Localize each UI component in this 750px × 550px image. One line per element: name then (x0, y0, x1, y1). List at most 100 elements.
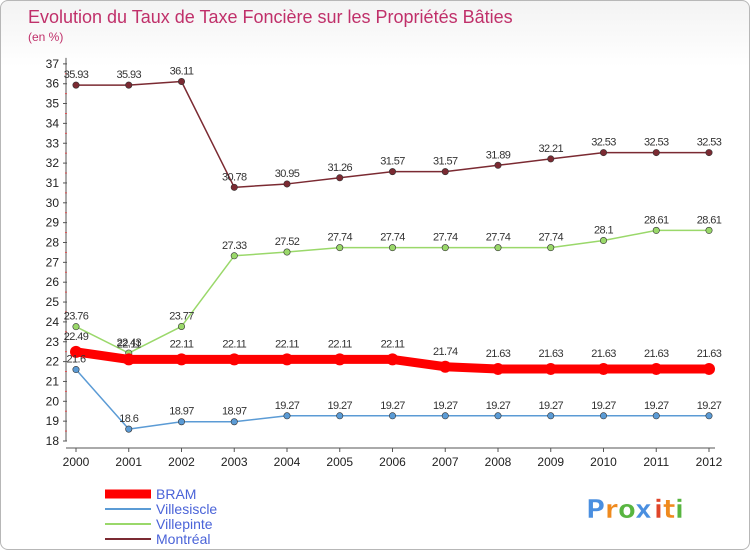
point-bram (281, 353, 293, 366)
point-bram (175, 353, 188, 366)
data-label-bram: 22.11 (222, 338, 246, 350)
y-tick-label: 19 (46, 414, 60, 428)
data-label-bram: 21.63 (591, 348, 616, 360)
point-montral (72, 81, 80, 89)
x-tick-label: 2011 (643, 455, 669, 469)
legend-label-montral: Montréal (156, 531, 210, 547)
data-label-villesiscle: 18.97 (169, 406, 194, 418)
point-villesiscle (705, 412, 713, 420)
point-bram (492, 362, 504, 375)
data-label-villesiscle: 19.27 (644, 400, 669, 412)
point-bram (70, 345, 82, 358)
point-bram (703, 362, 715, 375)
series-layer (70, 78, 715, 433)
point-villepinte (72, 323, 80, 331)
point-villesiscle (336, 412, 344, 420)
y-tick-label: 18 (46, 434, 60, 448)
y-tick-label: 33 (46, 136, 60, 150)
data-label-villepinte: 28.1 (594, 225, 613, 237)
data-label-villesiscle: 19.27 (486, 400, 511, 412)
x-tick-label: 2003 (221, 455, 248, 469)
data-label-villepinte: 27.74 (327, 232, 352, 244)
data-label-bram: 21.74 (433, 346, 458, 358)
legend-label-villesiscle: Villesiscle (156, 501, 217, 517)
data-label-montral: 35.93 (116, 69, 141, 81)
x-tick-label: 2002 (168, 455, 195, 469)
x-tick-label: 2010 (590, 455, 617, 469)
point-villepinte (178, 322, 186, 330)
point-villesiscle (599, 412, 607, 420)
data-label-montral: 31.57 (380, 156, 405, 168)
point-villesiscle (652, 412, 660, 420)
logo-letter: x (635, 495, 652, 525)
data-label-montral: 35.93 (64, 69, 89, 81)
point-montral (494, 161, 502, 169)
point-villepinte (494, 244, 502, 252)
point-villepinte (388, 244, 396, 252)
y-tick-label: 25 (46, 295, 60, 309)
logo-letter: r (605, 495, 618, 525)
legend-label-villepinte: Villepinte (156, 516, 213, 532)
logo-letter: i (654, 495, 663, 525)
point-villesiscle (388, 412, 396, 420)
data-label-bram: 22.11 (170, 338, 194, 350)
point-montral (547, 155, 555, 163)
data-label-bram: 22.11 (117, 338, 141, 350)
legend-label-bram: BRAM (156, 486, 196, 502)
point-bram (597, 362, 610, 375)
data-label-villesiscle: 19.27 (433, 400, 458, 412)
point-montral (336, 174, 344, 182)
data-label-bram: 22.11 (328, 338, 352, 350)
data-label-villepinte: 23.77 (169, 310, 194, 322)
data-label-montral: 32.21 (538, 143, 563, 155)
data-label-villepinte: 28.61 (697, 214, 722, 226)
data-label-bram: 21.63 (486, 348, 511, 360)
point-montral (652, 149, 660, 157)
data-label-montral: 31.57 (433, 156, 458, 168)
logo-letter: t (663, 495, 675, 525)
data-label-villesiscle: 21.6 (66, 354, 85, 366)
data-label-bram: 21.63 (538, 348, 563, 360)
data-label-montral: 32.53 (591, 137, 616, 149)
x-tick-label: 2004 (274, 455, 301, 469)
point-montral (230, 183, 238, 191)
point-bram (122, 353, 135, 366)
data-label-villepinte: 27.52 (275, 236, 300, 248)
data-label-bram: 22.11 (275, 338, 299, 350)
y-tick-label: 37 (46, 57, 60, 71)
y-tick-label: 29 (46, 216, 60, 230)
point-bram (439, 360, 452, 373)
data-label-villesiscle: 19.27 (697, 400, 722, 412)
x-tick-label: 2008 (485, 455, 512, 469)
data-label-villepinte: 27.33 (222, 240, 247, 252)
axes: 18 19 20 21 22 23 24 25 26 27 28 29 30 31 32 33 34 35 36 37… (46, 57, 723, 469)
data-label-villepinte: 27.74 (538, 232, 563, 244)
x-tick-label: 2006 (379, 455, 406, 469)
point-montral (125, 81, 133, 89)
logo-letter: o (618, 495, 636, 525)
point-villepinte (547, 244, 555, 252)
point-bram (544, 362, 557, 375)
data-label-villesiscle: 19.27 (591, 400, 616, 412)
logo-letter: P (586, 495, 605, 525)
x-tick-label: 2000 (63, 455, 90, 469)
y-tick-label: 36 (46, 77, 60, 91)
point-montral (388, 168, 396, 176)
data-label-montral: 31.89 (486, 149, 511, 161)
y-tick-label: 32 (46, 156, 60, 170)
data-label-villepinte: 27.74 (486, 232, 511, 244)
point-montral (705, 149, 713, 157)
x-tick-label: 2005 (326, 455, 353, 469)
data-label-villesiscle: 19.27 (538, 400, 563, 412)
data-label-montral: 31.26 (327, 162, 352, 174)
point-villesiscle (441, 412, 449, 420)
data-label-bram: 21.63 (697, 348, 722, 360)
data-label-montral: 32.53 (644, 137, 669, 149)
data-label-villepinte: 23.76 (64, 311, 89, 323)
point-bram (333, 353, 346, 366)
data-label-montral: 32.53 (697, 137, 722, 149)
point-montral (599, 149, 607, 157)
data-label-montral: 36.11 (170, 66, 194, 78)
